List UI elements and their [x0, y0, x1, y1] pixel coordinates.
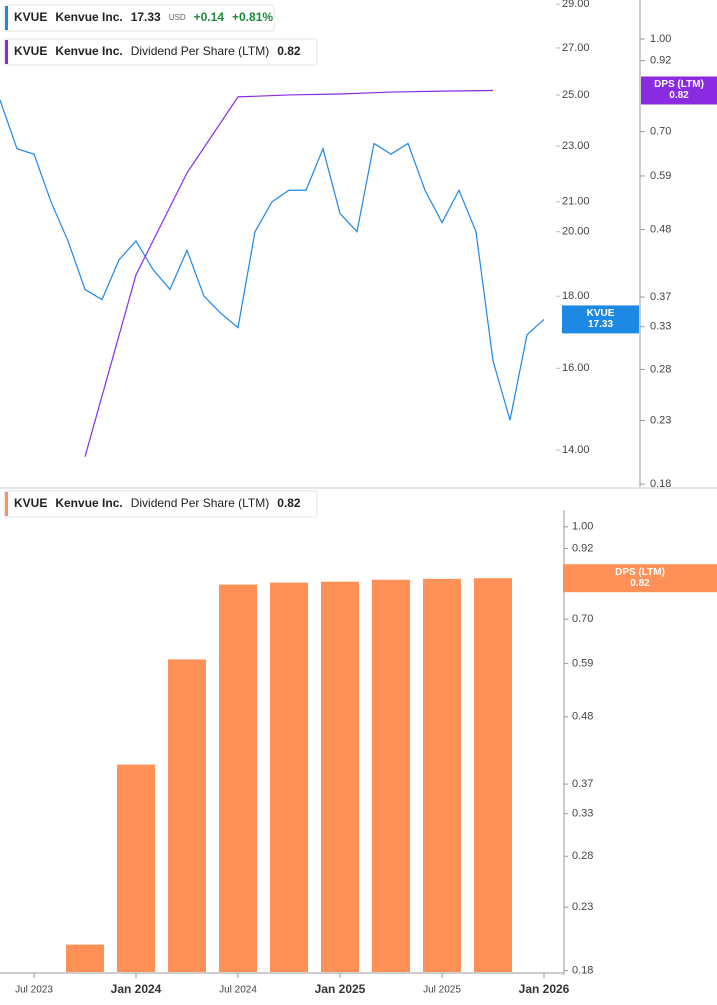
legend-box	[3, 38, 318, 66]
y-tick-label: 1.00	[572, 521, 593, 533]
y2-tick-label: 0.59	[650, 170, 671, 182]
legend-part: +0.81%	[232, 10, 273, 24]
y-tick-label: 18.00	[562, 290, 590, 302]
value-tag	[641, 76, 717, 105]
y2-tick-label: 0.18	[650, 478, 671, 490]
legend-box	[3, 4, 275, 32]
y-tick-label: 20.00	[562, 226, 590, 238]
line-series	[84, 89, 494, 457]
legend-part: Kenvue Inc.	[55, 496, 122, 510]
legend-entry: KVUE Kenvue Inc. Dividend Per Share (LTM) 0…	[14, 44, 301, 58]
bar	[168, 659, 206, 972]
legend-part: 17.33	[131, 10, 161, 24]
value-tag	[563, 564, 717, 593]
y-tick-label: 29.00	[562, 0, 590, 10]
y-tick-label: 14.00	[562, 444, 590, 456]
legend-swatch	[5, 40, 8, 64]
y-tick-label: 23.00	[562, 140, 590, 152]
x-tick-label: Jan 2025	[315, 982, 366, 996]
legend-part: Kenvue Inc.	[55, 10, 122, 24]
y-tick-label: 21.00	[562, 196, 590, 208]
legend-part: Dividend Per Share (LTM)	[131, 44, 270, 58]
legend-part: +0.14	[194, 10, 225, 24]
y-tick-label: 0.33	[572, 808, 593, 820]
value-tag	[562, 305, 639, 334]
bar	[372, 579, 410, 972]
legend-part: KVUE	[14, 496, 47, 510]
x-tick-label: Jul 2023	[15, 985, 53, 996]
bar	[474, 578, 512, 972]
value-tag-label: 0.82	[630, 578, 650, 589]
bar	[219, 584, 257, 972]
legend-part: KVUE	[14, 10, 47, 24]
legend-box	[3, 490, 318, 518]
y2-tick-label: 0.28	[650, 363, 671, 375]
y2-tick-label: 1.00	[650, 33, 671, 45]
y-tick-label: 0.18	[572, 964, 593, 976]
legend-part: 0.82	[277, 44, 301, 58]
y-tick-label: 16.00	[562, 362, 590, 374]
y2-tick-label: 0.37	[650, 291, 671, 303]
y2-tick-label: 0.33	[650, 321, 671, 333]
y2-tick-label: 0.48	[650, 223, 671, 235]
y-tick-label: 0.48	[572, 711, 593, 723]
bar	[423, 578, 461, 972]
value-tag-label: DPS (LTM)	[615, 567, 665, 578]
bar	[270, 582, 308, 972]
value-tag-label: KVUE	[587, 308, 615, 319]
y2-tick-label: 0.70	[650, 125, 671, 137]
bar	[66, 944, 104, 972]
value-tag-label: 0.82	[669, 90, 689, 101]
y-tick-label: 0.70	[572, 613, 593, 625]
y-tick-label: 25.00	[562, 89, 590, 101]
y-tick-label: 0.28	[572, 850, 593, 862]
x-tick-label: Jul 2024	[219, 985, 257, 996]
y2-tick-label: 0.92	[650, 55, 671, 67]
x-tick-label: Jan 2026	[519, 982, 570, 996]
legend-entry: KVUE Kenvue Inc. Dividend Per Share (LTM) 0…	[14, 496, 301, 510]
y-tick-label: 0.59	[572, 657, 593, 669]
bar	[117, 764, 155, 972]
y-tick-label: 0.23	[572, 901, 593, 913]
x-tick-label: Jan 2024	[111, 982, 162, 996]
legend-swatch	[5, 6, 8, 30]
legend-swatch	[5, 492, 8, 516]
legend-part: KVUE	[14, 44, 47, 58]
legend-part: Kenvue Inc.	[55, 44, 122, 58]
value-tag-label: 17.33	[588, 319, 613, 330]
legend-part: 0.82	[277, 496, 301, 510]
y-tick-label: 0.92	[572, 542, 593, 554]
bar	[321, 581, 359, 972]
y2-tick-label: 0.23	[650, 414, 671, 426]
legend-entry: KVUE Kenvue Inc. 17.33 USD +0.14 +0.81%	[14, 10, 273, 24]
line-series	[0, 99, 545, 421]
legend-part: Dividend Per Share (LTM)	[131, 496, 270, 510]
x-tick-label: Jul 2025	[423, 985, 461, 996]
y-tick-label: 0.37	[572, 778, 593, 790]
value-tag-label: DPS (LTM)	[654, 79, 704, 90]
legend-part: USD	[169, 13, 186, 22]
y-tick-label: 27.00	[562, 42, 590, 54]
